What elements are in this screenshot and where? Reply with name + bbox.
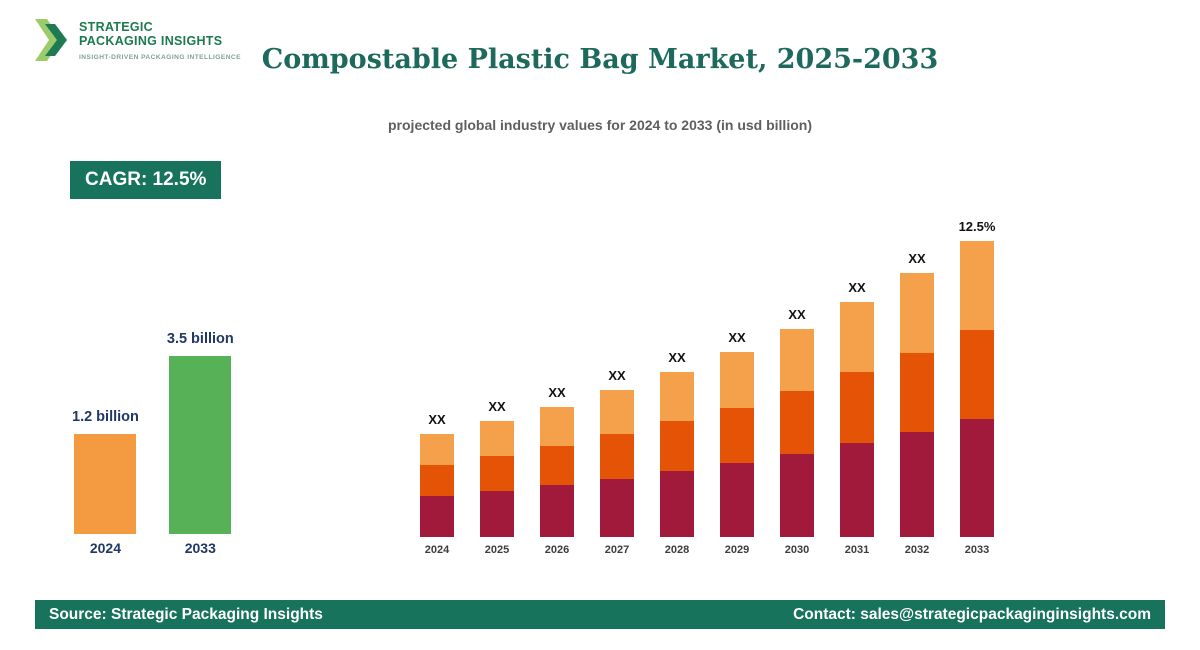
bar-segment-top <box>720 351 754 408</box>
brand-name-line2: PACKAGING INSIGHTS <box>79 34 223 49</box>
brand-tagline: INSIGHT-DRIVEN PACKAGING INTELLIGENCE <box>79 53 241 61</box>
bar-year-label: 2029 <box>724 544 750 556</box>
page-title: Compostable Plastic Bag Market, 2025-203… <box>261 44 939 75</box>
bar-segment-top <box>660 372 694 422</box>
brand-logo-text: STRATEGIC PACKAGING INSIGHTS INSIGHT-DRI… <box>79 14 241 61</box>
page-subtitle: projected global industry values for 202… <box>388 117 812 133</box>
bar-segment-bottom <box>600 478 634 537</box>
bar-segment-top <box>540 406 574 447</box>
highlight-bar-group-2024: 1.2 billion 2024 <box>72 409 139 556</box>
bar-segment-top <box>960 240 994 330</box>
stacked-bar-group-2028: XX 2028 <box>660 350 694 556</box>
bar-segment-bottom <box>660 471 694 537</box>
footer-source-text: Source: Strategic Packaging Insights <box>49 605 323 623</box>
bar-value-label: XX <box>788 306 806 322</box>
stacked-bar <box>840 302 874 537</box>
stacked-bar-group-2031: XX 2031 <box>840 280 874 556</box>
bar-segment-middle <box>600 434 634 479</box>
stacked-bar-group-2032: XX 2032 <box>900 251 934 556</box>
stacked-bar-group-2024: XX 2024 <box>420 412 454 556</box>
bar-segment-top <box>840 302 874 373</box>
bar-segment-middle <box>420 465 454 496</box>
bar-segment-bottom <box>960 418 994 537</box>
bar-segment-middle <box>720 407 754 464</box>
bar-value-label: 12.5% <box>958 218 996 234</box>
highlight-bar-value-label: 1.2 billion <box>72 409 139 425</box>
stacked-bar-group-2025: XX 2025 <box>480 399 514 556</box>
bar-value-label: XX <box>848 280 866 296</box>
bar-year-label: 2025 <box>484 544 510 556</box>
stacked-bar <box>720 351 754 537</box>
bar-value-label: XX <box>548 384 566 400</box>
bar-segment-top <box>480 421 514 457</box>
bar-segment-top <box>420 434 454 466</box>
stacked-bar <box>900 273 934 537</box>
bar-value-label: XX <box>728 329 746 345</box>
stacked-bar <box>480 421 514 537</box>
cagr-badge: CAGR: 12.5% <box>70 161 222 199</box>
bar-value-label: XX <box>428 412 446 428</box>
brand-chevron-icon <box>34 14 70 71</box>
bar-year-label: 2033 <box>964 544 990 556</box>
bar-segment-bottom <box>780 453 814 537</box>
bar-value-label: XX <box>608 368 626 384</box>
bar-segment-middle <box>960 329 994 419</box>
bar-year-label: 2028 <box>664 544 690 556</box>
stacked-bar <box>960 240 994 537</box>
stacked-bar-group-2027: XX 2027 <box>600 368 634 556</box>
bar-segment-middle <box>900 352 934 432</box>
bar-segment-middle <box>840 372 874 443</box>
brand-logo: STRATEGIC PACKAGING INSIGHTS INSIGHT-DRI… <box>34 14 241 71</box>
highlight-bar-group-2033: 3.5 billion 2033 <box>167 331 234 556</box>
highlight-bar <box>74 434 137 534</box>
footer-contact-text: Contact: sales@strategicpackaginginsight… <box>793 605 1151 623</box>
bar-segment-top <box>900 273 934 353</box>
bar-year-label: 2032 <box>904 544 930 556</box>
bar-segment-top <box>600 390 634 435</box>
highlight-bar-year-label: 2024 <box>89 540 122 556</box>
stacked-bar-group-2026: XX 2026 <box>540 385 574 556</box>
stacked-bar-group-2033: 12.5% 2033 <box>958 218 996 556</box>
stacked-bar <box>540 406 574 537</box>
bar-segment-middle <box>660 421 694 471</box>
bar-segment-bottom <box>540 484 574 537</box>
stacked-bar <box>660 372 694 537</box>
stacked-bar-group-2030: XX 2030 <box>780 307 814 556</box>
bar-value-label: XX <box>908 251 926 267</box>
bar-segment-middle <box>780 391 814 454</box>
bar-year-label: 2031 <box>844 544 870 556</box>
bar-segment-bottom <box>420 495 454 537</box>
bar-segment-bottom <box>840 442 874 537</box>
bar-year-label: 2027 <box>604 544 630 556</box>
stacked-bar-chart: XX 2024 XX 2025 XX 2026 XX 2027 XX 2028 XX 2029 XX 20… <box>420 218 996 556</box>
highlight-bar <box>169 356 232 534</box>
stacked-bar <box>600 390 634 537</box>
bar-segment-middle <box>480 456 514 491</box>
highlight-bar-value-label: 3.5 billion <box>166 331 234 347</box>
stacked-bar-group-2029: XX 2029 <box>720 330 754 556</box>
highlight-comparison-chart: 1.2 billion 2024 3.5 billion 2033 <box>72 331 234 556</box>
bar-year-label: 2026 <box>544 544 570 556</box>
bar-value-label: XX <box>488 399 506 415</box>
bar-year-label: 2030 <box>784 544 810 556</box>
bar-segment-middle <box>540 446 574 485</box>
bar-segment-bottom <box>720 463 754 537</box>
brand-name-line1: STRATEGIC <box>79 20 153 34</box>
stacked-bar <box>780 328 814 537</box>
bar-segment-bottom <box>480 490 514 537</box>
bar-year-label: 2024 <box>424 544 450 556</box>
highlight-bar-year-label: 2033 <box>184 540 216 556</box>
bar-value-label: XX <box>668 350 686 366</box>
footer-bar: Source: Strategic Packaging Insights Con… <box>35 600 1165 629</box>
stacked-bar <box>420 434 454 537</box>
bar-segment-bottom <box>900 431 934 537</box>
bar-segment-top <box>780 328 814 392</box>
